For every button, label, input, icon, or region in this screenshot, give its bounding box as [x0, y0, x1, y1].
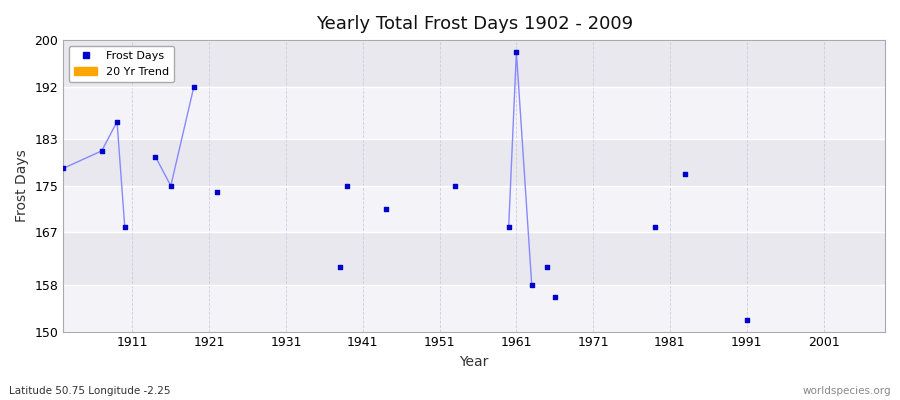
X-axis label: Year: Year — [460, 355, 489, 369]
Point — [540, 264, 554, 271]
Point — [164, 183, 178, 189]
Point — [118, 224, 132, 230]
Bar — [63, 139, 885, 186]
Point — [340, 183, 355, 189]
Text: worldspecies.org: worldspecies.org — [803, 386, 891, 396]
Point — [740, 317, 754, 323]
Point — [148, 154, 163, 160]
Bar — [63, 40, 885, 87]
Point — [210, 188, 224, 195]
Legend: Frost Days, 20 Yr Trend: Frost Days, 20 Yr Trend — [68, 46, 175, 82]
Point — [525, 282, 539, 288]
Point — [501, 224, 516, 230]
Point — [94, 148, 109, 154]
Point — [333, 264, 347, 271]
Point — [509, 48, 524, 55]
Point — [186, 84, 201, 90]
Point — [547, 294, 562, 300]
Point — [647, 224, 662, 230]
Point — [56, 165, 70, 172]
Point — [379, 206, 393, 212]
Bar — [63, 285, 885, 332]
Y-axis label: Frost Days: Frost Days — [15, 150, 29, 222]
Title: Yearly Total Frost Days 1902 - 2009: Yearly Total Frost Days 1902 - 2009 — [316, 15, 633, 33]
Point — [678, 171, 692, 177]
Point — [110, 118, 124, 125]
Point — [447, 183, 462, 189]
Bar — [63, 232, 885, 285]
Bar — [63, 186, 885, 232]
Bar — [63, 87, 885, 139]
Text: Latitude 50.75 Longitude -2.25: Latitude 50.75 Longitude -2.25 — [9, 386, 170, 396]
